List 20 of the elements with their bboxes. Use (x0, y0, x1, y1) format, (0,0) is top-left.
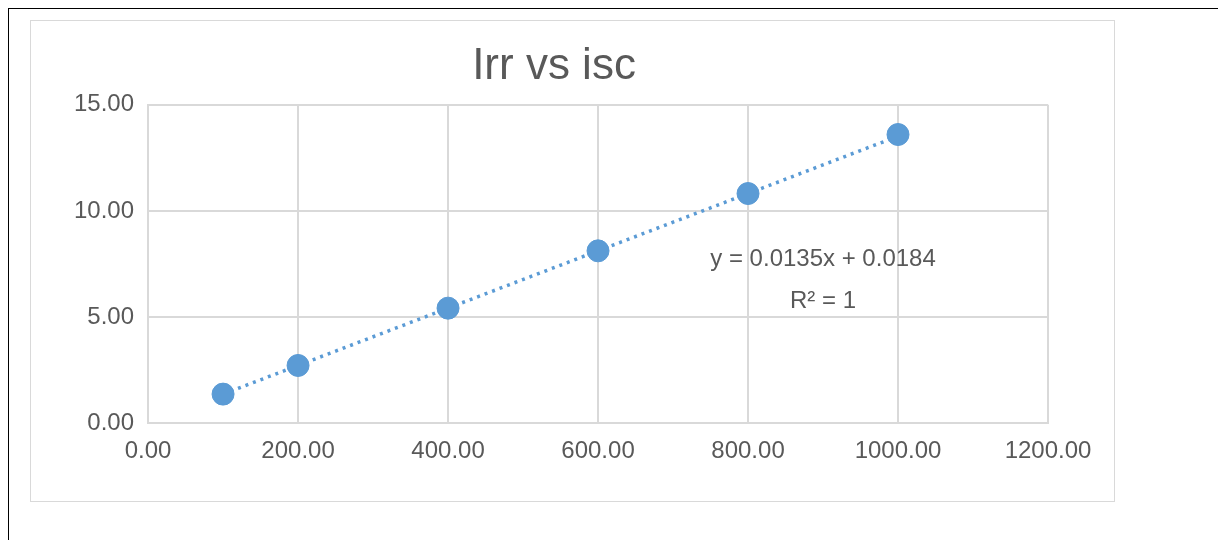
point (211, 382, 235, 406)
y-tick-label: 15.00 (74, 89, 135, 117)
annotation: y = 0.0135x + 0.0184 (710, 244, 936, 272)
point (586, 239, 610, 263)
x-tick-label: 0.00 (124, 436, 172, 464)
point (886, 123, 910, 147)
y-tick-label: 10.00 (74, 195, 135, 223)
x-tick-label: 1200.00 (1004, 436, 1092, 464)
x-tick-label: 1000.00 (854, 436, 942, 464)
point (736, 182, 760, 206)
x-tick-label: 600.00 (561, 436, 635, 464)
x-tick-label: 200.00 (261, 436, 335, 464)
chart-title: Irr vs isc (472, 38, 636, 88)
y-tick-label: 0.00 (87, 407, 135, 435)
y-tick-label: 5.00 (87, 301, 135, 329)
x-tick-label: 800.00 (711, 436, 785, 464)
point (286, 353, 310, 377)
x-tick-label: 400.00 (411, 436, 485, 464)
point (436, 296, 460, 320)
annotation: R² = 1 (790, 286, 857, 314)
